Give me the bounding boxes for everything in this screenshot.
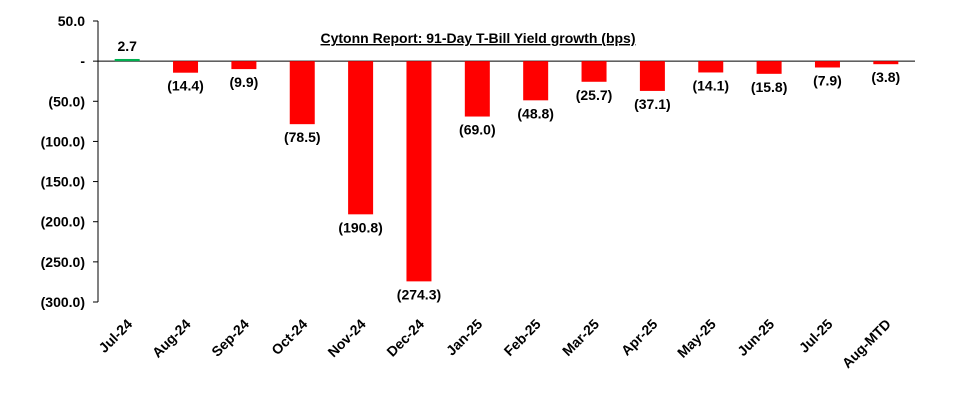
bar bbox=[114, 58, 140, 62]
data-label: 2.7 bbox=[117, 38, 137, 54]
x-category-label: Jul-24 bbox=[95, 316, 135, 356]
bar bbox=[639, 61, 665, 91]
data-label: (48.8) bbox=[517, 105, 554, 121]
data-label: (3.8) bbox=[871, 69, 900, 85]
y-axis: 50.0 - (50.0) (100.0) (150.0) (200.0) (250.0) (… bbox=[41, 13, 915, 310]
x-category-label: Nov-24 bbox=[324, 316, 368, 360]
data-label: (78.5) bbox=[284, 129, 321, 145]
x-category-label: Feb-25 bbox=[501, 316, 544, 359]
bar bbox=[231, 61, 257, 70]
x-category-label: Jun-25 bbox=[734, 316, 777, 359]
x-category-label: Apr-25 bbox=[618, 316, 661, 359]
x-category-label: Dec-24 bbox=[383, 316, 427, 360]
data-label: (9.9) bbox=[229, 74, 258, 90]
data-label: (25.7) bbox=[576, 87, 613, 103]
bar bbox=[756, 61, 782, 74]
x-axis-labels: Jul-24 Aug-24 Sep-24 Oct-24 Nov-24 Dec-24 Jan-… bbox=[95, 316, 894, 371]
bar bbox=[173, 61, 199, 73]
y-tick-label: (150.0) bbox=[41, 174, 85, 190]
x-category-label: Oct-24 bbox=[268, 316, 310, 358]
data-label: (15.8) bbox=[751, 79, 788, 95]
bar bbox=[873, 61, 899, 65]
x-category-label: Sep-24 bbox=[208, 316, 252, 360]
x-category-label: Aug-MTD bbox=[839, 316, 894, 371]
data-label: (69.0) bbox=[459, 122, 496, 138]
data-labels: 2.7 (14.4) (9.9) (78.5) (190.8) (274.3) (69.0)… bbox=[117, 38, 900, 302]
x-category-label: Jul-25 bbox=[796, 316, 836, 356]
data-label: (274.3) bbox=[397, 286, 441, 302]
x-category-label: Aug-24 bbox=[149, 316, 194, 361]
bar bbox=[523, 61, 549, 101]
bars bbox=[114, 58, 899, 282]
bar bbox=[406, 61, 432, 282]
x-category-label: May-25 bbox=[674, 316, 719, 361]
y-tick-label: (300.0) bbox=[41, 294, 85, 310]
data-label: (7.9) bbox=[813, 72, 842, 88]
bar bbox=[464, 61, 490, 117]
data-label: (14.4) bbox=[167, 78, 204, 94]
y-tick-label: (100.0) bbox=[41, 133, 85, 149]
bar bbox=[348, 61, 374, 215]
bar bbox=[289, 61, 315, 125]
bar bbox=[581, 61, 607, 82]
data-label: (14.1) bbox=[692, 77, 729, 93]
y-tick-label: (250.0) bbox=[41, 254, 85, 270]
chart-title: Cytonn Report: 91-Day T-Bill Yield growt… bbox=[320, 30, 635, 46]
data-label: (190.8) bbox=[338, 219, 382, 235]
x-category-label: Jan-25 bbox=[443, 316, 486, 359]
y-tick-label: - bbox=[80, 53, 85, 69]
y-tick-label: (200.0) bbox=[41, 214, 85, 230]
x-category-label: Mar-25 bbox=[559, 316, 602, 359]
bar bbox=[814, 61, 840, 68]
y-tick-label: 50.0 bbox=[58, 13, 85, 29]
data-label: (37.1) bbox=[634, 96, 671, 112]
y-tick-label: (50.0) bbox=[48, 93, 85, 109]
bar bbox=[698, 61, 724, 73]
